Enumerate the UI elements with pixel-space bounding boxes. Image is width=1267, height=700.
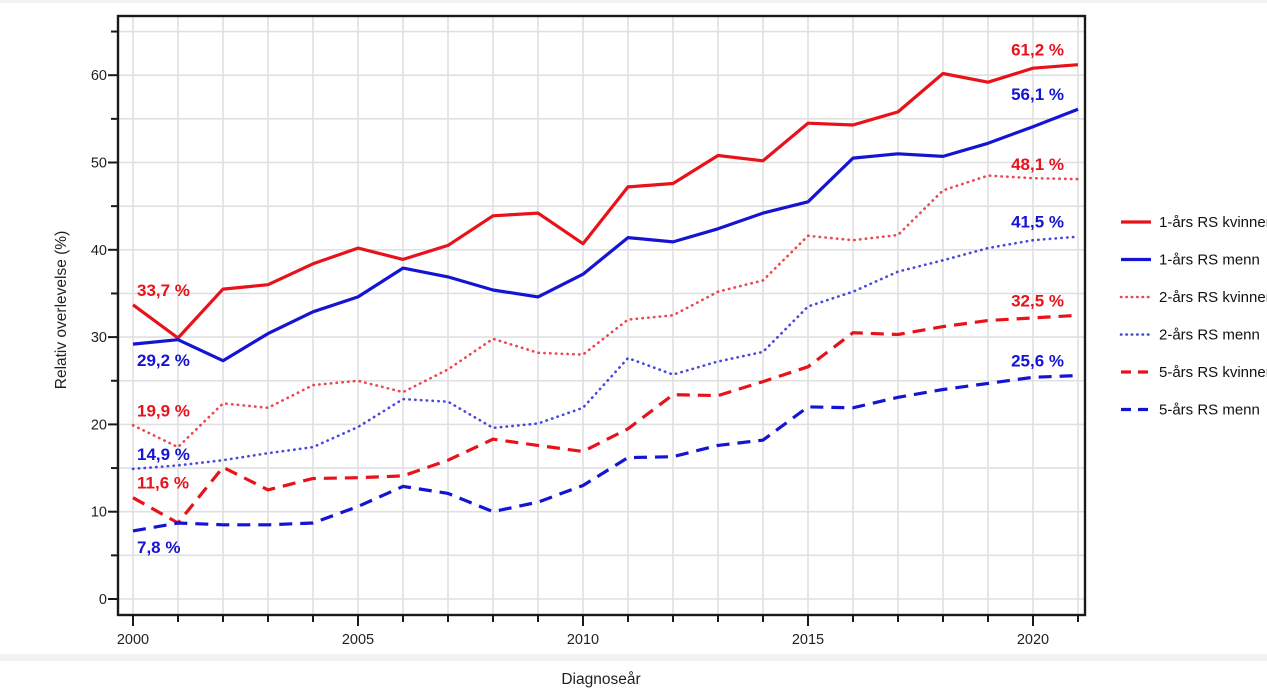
legend-label: 1-års RS kvinner [1159,214,1267,231]
data-point-labels: 33,7 % 61,2 % 29,2 % 56,1 % 19,9 % 48,1 % 14,9… [137,41,1064,557]
x-tick-label: 2010 [567,632,599,648]
y-tick-label: 50 [91,156,107,172]
legend-label: 2-års RS menn [1159,327,1260,344]
series-end-label: 25,6 % [1011,352,1064,371]
series-line-1-rs-rs-kvinner [132,63,1079,340]
series-start-label: 33,7 % [137,281,190,300]
series-start-label: 29,2 % [137,351,190,370]
x-tick-label: 2005 [342,632,374,648]
top-edge-strip [0,0,1267,3]
bottom-edge-strip [0,654,1267,661]
gridlines [118,16,1085,615]
y-tick-label: 0 [99,592,107,608]
series-end-label: 48,1 % [1011,155,1064,174]
series-end-label: 41,5 % [1011,213,1064,232]
series-lines [131,63,1080,533]
x-tick-label: 2020 [1017,632,1049,648]
legend: 1-års RS kvinner 1-års RS menn 2-års RS kv… [1119,214,1267,419]
series-start-label: 11,6 % [137,474,189,493]
series-end-label: 32,5 % [1011,291,1064,310]
x-tick-label: 2000 [117,632,149,648]
x-tick-label: 2015 [792,632,824,648]
axis-tick-labels: 0 10 20 30 40 50 60 2000 2005 2010 2015 2020 [91,68,1049,648]
series-line-5-rs-rs-kvinner [132,313,1079,526]
y-axis-title: Relativ overlevelse (%) [53,231,70,390]
y-tick-label: 30 [91,330,107,346]
series-start-label: 7,8 % [137,538,180,557]
y-tick-label: 40 [91,243,107,259]
series-end-label: 56,1 % [1011,85,1064,104]
series-end-label: 61,2 % [1011,41,1064,60]
legend-label: 5-års RS kvinner [1159,364,1267,381]
y-tick-label: 10 [91,505,107,521]
legend-label: 2-års RS kvinner [1159,289,1267,306]
series-line-5-rs-rs-menn [132,373,1079,533]
x-axis-title: Diagnoseår [561,671,640,688]
legend-label: 5-års RS menn [1159,402,1260,419]
series-line-1-rs-rs-menn [132,107,1079,363]
series-line-2-rs-rs-menn [131,235,1080,471]
series-start-label: 19,9 % [137,401,190,420]
legend-label: 1-års RS menn [1159,252,1260,269]
y-tick-label: 20 [91,417,107,433]
axis-ticks [108,30,1079,626]
series-start-label: 14,9 % [137,445,190,464]
plot-border [116,14,1087,617]
series-line-2-rs-rs-kvinner [131,174,1080,449]
y-tick-label: 60 [91,68,107,84]
